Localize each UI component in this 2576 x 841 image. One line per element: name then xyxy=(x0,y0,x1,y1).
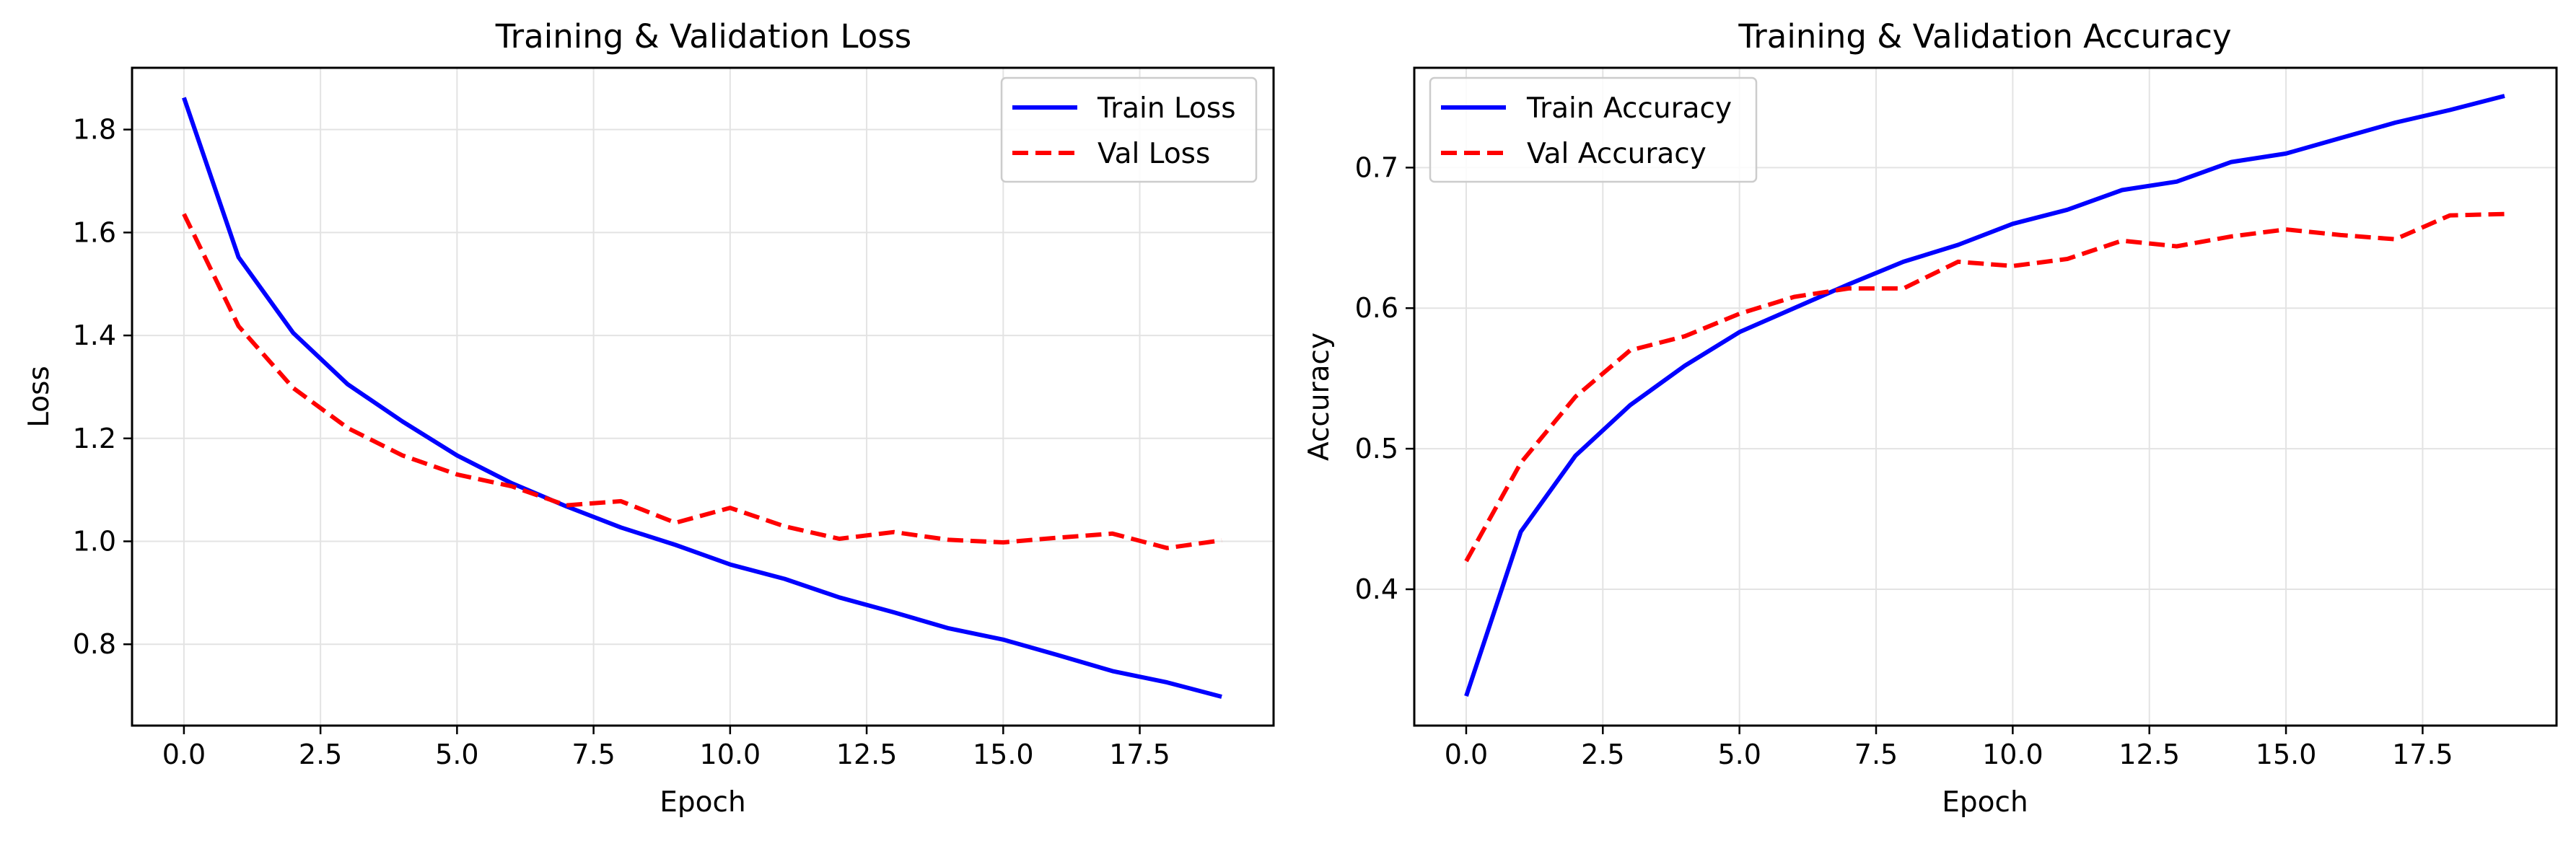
legend-label-train-loss: Train Loss xyxy=(1097,92,1236,125)
accuracy-ticks: 0.0 2.5 5.0 7.5 10.0 12.5 15.0 17.5 0.4 0.5 0.6 0.7 xyxy=(1355,151,2453,770)
loss-y-tick-label: 1.8 xyxy=(73,114,116,146)
loss-series-train-loss xyxy=(182,97,1222,699)
loss-x-tick-label: 17.5 xyxy=(1109,739,1170,770)
loss-x-axis-label: Epoch xyxy=(660,786,745,819)
loss-legend: Train Loss Val Loss xyxy=(1000,76,1258,183)
accuracy-axes-frame xyxy=(1413,66,2558,727)
loss-x-tick-label: 2.5 xyxy=(299,739,342,770)
accuracy-y-tick-label: 0.5 xyxy=(1355,433,1398,464)
accuracy-series xyxy=(1464,94,2505,697)
loss-chart: Training & Validation Loss 0.0 2.5 5.0 7.5 1… xyxy=(23,17,1275,819)
accuracy-y-tick-label: 0.4 xyxy=(1355,573,1398,605)
accuracy-x-tick-label: 2.5 xyxy=(1581,739,1624,770)
accuracy-series-val-accuracy xyxy=(1464,211,2505,563)
accuracy-chart-title: Training & Validation Accuracy xyxy=(1738,17,2231,56)
accuracy-y-tick-label: 0.7 xyxy=(1355,151,1398,183)
accuracy-series-train-accuracy xyxy=(1464,94,2505,697)
accuracy-chart: Training & Validation Accuracy 0.0 2.5 5.0… xyxy=(1303,17,2558,819)
accuracy-x-axis-label: Epoch xyxy=(1942,786,2028,819)
loss-axes-frame xyxy=(131,66,1275,727)
accuracy-x-tick-label: 0.0 xyxy=(1445,739,1488,770)
loss-x-tick-label: 10.0 xyxy=(700,739,761,770)
loss-y-axis-label: Loss xyxy=(23,366,56,428)
accuracy-y-axis-label: Accuracy xyxy=(1303,333,1336,461)
accuracy-x-tick-label: 12.5 xyxy=(2119,739,2180,770)
legend-label-train-accuracy: Train Accuracy xyxy=(1526,92,1732,125)
loss-x-tick-label: 0.0 xyxy=(162,739,206,770)
accuracy-legend: Train Accuracy Val Accuracy xyxy=(1429,76,1758,183)
loss-legend-box xyxy=(1000,76,1258,183)
loss-y-tick-label: 1.2 xyxy=(73,423,116,454)
legend-label-val-accuracy: Val Accuracy xyxy=(1527,138,1707,170)
loss-ticks: 0.0 2.5 5.0 7.5 10.0 12.5 15.0 17.5 0.8 1.0 1.2 1.4… xyxy=(73,114,1170,770)
legend-label-val-loss: Val Loss xyxy=(1098,138,1210,170)
loss-y-tick-label: 0.8 xyxy=(73,628,116,660)
accuracy-legend-box xyxy=(1429,76,1758,183)
loss-x-tick-label: 12.5 xyxy=(836,739,898,770)
loss-y-tick-label: 1.6 xyxy=(73,216,116,248)
accuracy-x-tick-label: 15.0 xyxy=(2256,739,2317,770)
loss-y-tick-label: 1.0 xyxy=(73,526,116,558)
loss-chart-title: Training & Validation Loss xyxy=(495,17,911,56)
accuracy-x-tick-label: 5.0 xyxy=(1717,739,1761,770)
loss-series-val-loss xyxy=(182,213,1222,550)
accuracy-x-tick-label: 17.5 xyxy=(2392,739,2453,770)
loss-y-tick-label: 1.4 xyxy=(73,320,116,351)
accuracy-y-tick-label: 0.6 xyxy=(1355,292,1398,324)
loss-series xyxy=(182,97,1222,699)
accuracy-x-tick-label: 10.0 xyxy=(1982,739,2043,770)
loss-x-tick-label: 7.5 xyxy=(571,739,615,770)
loss-x-tick-label: 15.0 xyxy=(973,739,1034,770)
loss-x-tick-label: 5.0 xyxy=(435,739,478,770)
accuracy-x-tick-label: 7.5 xyxy=(1854,739,1898,770)
